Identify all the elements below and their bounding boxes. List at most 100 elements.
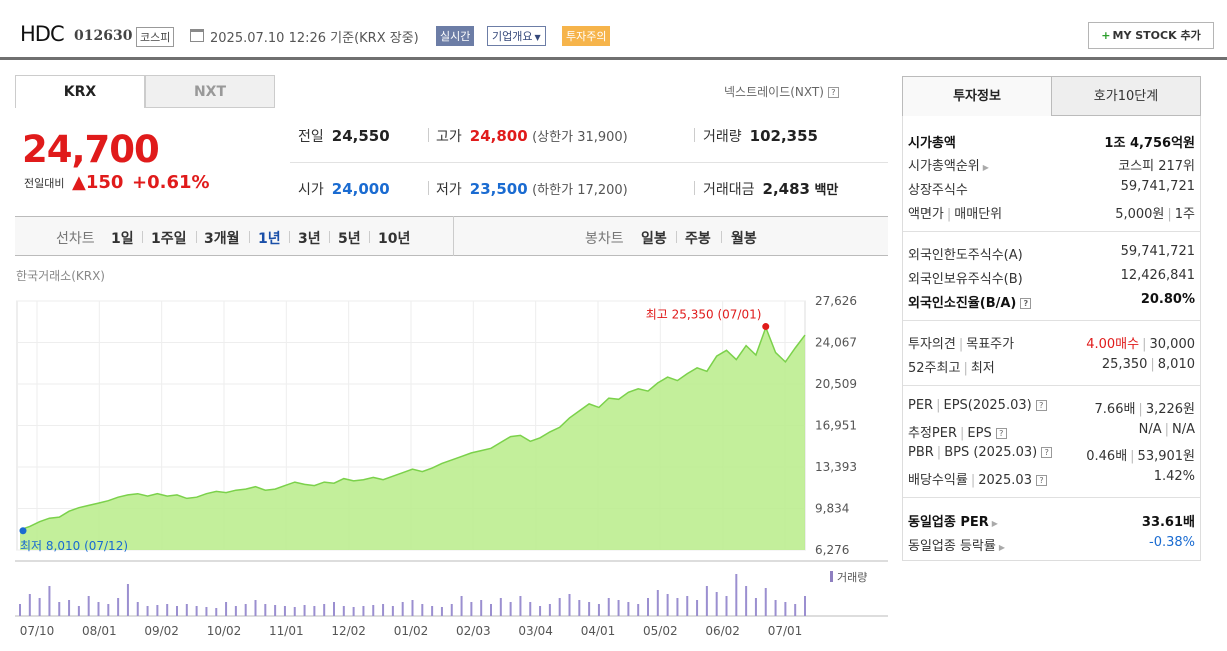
period-1y[interactable]: 1년 — [258, 231, 281, 247]
stat-low-label: 저가 — [436, 182, 462, 198]
stat-low-value: 23,500 — [469, 180, 528, 198]
volume-bar — [362, 606, 365, 616]
help-icon[interactable]: ? — [827, 87, 839, 98]
target-price-label: 목표주가 — [966, 337, 1015, 352]
foreign-ratio-label: 외국인소진율(B/A) — [908, 296, 1017, 311]
chevron-right-icon: ▶ — [991, 519, 998, 528]
row-est-per: 추정PER | EPS? N/A | N/A — [908, 422, 1195, 442]
help-icon[interactable]: ? — [1041, 447, 1053, 458]
volume-bar — [264, 604, 267, 616]
period-5y[interactable]: 5년 — [338, 231, 361, 247]
volume-bar — [215, 608, 218, 616]
period-3m[interactable]: 3개월 — [204, 231, 240, 247]
industry-per-link[interactable]: 동일업종 PER ▶ — [908, 511, 998, 530]
stat-open: 시가 24,000 — [298, 179, 390, 199]
current-price: 24,700 — [22, 128, 160, 171]
volume-bar — [38, 598, 41, 616]
volume-bar — [784, 602, 787, 616]
row-per: PER | EPS(2025.03)? 7.66배 | 3,226원 — [908, 398, 1195, 418]
bar-separator: | — [1150, 357, 1155, 372]
y-tick-label: 9,834 — [815, 502, 849, 516]
foreign-hold-label: 외국인보유주식수(B) — [908, 272, 1023, 287]
bar-separator: | — [946, 207, 952, 222]
dividend-date: 2025.03 — [978, 473, 1032, 488]
help-icon[interactable]: ? — [1035, 475, 1047, 486]
volume-bar — [460, 596, 463, 616]
volume-bar — [107, 604, 110, 616]
volume-bar — [499, 598, 502, 616]
pbr-label: PBR — [908, 445, 934, 460]
x-tick-label: 01/02 — [394, 624, 429, 638]
volume-bar — [637, 604, 640, 616]
market-cap-rank-link[interactable]: 시가총액순위 ▶ — [908, 155, 989, 174]
week52-low-label: 최저 — [970, 361, 995, 376]
chart-source: 한국거래소(KRX) — [16, 269, 105, 283]
period-sep — [142, 231, 143, 243]
row-foreign-ratio: 외국인소진율(B/A)? 20.80% — [908, 292, 1195, 312]
stat-prev: 전일 24,550 — [298, 126, 390, 146]
realtime-badge: 실시간 — [436, 26, 475, 46]
help-icon[interactable]: ? — [995, 428, 1007, 439]
per-value: 7.66배 — [1094, 402, 1136, 417]
period-10y[interactable]: 10년 — [378, 231, 411, 247]
nextrade-label: 넥스트레이드(NXT) — [724, 85, 824, 99]
volume-bar — [480, 600, 483, 616]
volume-bar — [470, 602, 473, 616]
candle-daily[interactable]: 일봉 — [641, 231, 667, 247]
volume-bar — [333, 602, 335, 616]
max-point-label: 최고 25,350 (07/01) — [646, 308, 762, 322]
row-pbr: PBR | BPS (2025.03)? 0.46배 | 53,901원 — [908, 445, 1195, 465]
tab-invest-info[interactable]: 투자정보 — [902, 76, 1052, 116]
target-price-value: 30,000 — [1149, 337, 1196, 352]
candle-chart-label: 봉차트 — [585, 231, 624, 247]
company-info-dropdown[interactable]: 기업개요 ▼ — [487, 26, 546, 46]
market-cap-rank-label: 시가총액순위 — [908, 159, 980, 174]
period-sep — [249, 231, 250, 243]
y-tick-label: 13,393 — [815, 460, 857, 474]
volume-bar — [126, 584, 129, 616]
volume-bar — [558, 598, 561, 616]
row-foreign-limit: 외국인한도주식수(A) 59,741,721 — [908, 244, 1195, 264]
est-per-value: N/A — [1138, 422, 1162, 437]
stat-sep — [694, 181, 695, 195]
stock-code: 012630 — [74, 28, 133, 44]
help-icon[interactable]: ? — [1035, 400, 1047, 411]
period-3y[interactable]: 3년 — [298, 231, 321, 247]
x-tick-label: 11/01 — [269, 624, 304, 638]
volume-bar — [656, 590, 659, 616]
row-market-cap: 시가총액 1조 4,756억원 — [908, 132, 1195, 152]
price-line — [19, 325, 806, 531]
stat-volume: 거래량 102,355 — [703, 126, 818, 146]
volume-bar — [617, 600, 620, 616]
volume-bar — [431, 606, 434, 616]
par-value-value: 5,000원 — [1115, 207, 1165, 222]
volume-bar — [58, 602, 61, 616]
tab-krx[interactable]: KRX — [15, 75, 145, 108]
add-mystock-button[interactable]: + MY STOCK 추가 — [1088, 22, 1214, 49]
y-tick-label: 24,067 — [815, 336, 857, 350]
period-bar-divider — [453, 216, 454, 256]
row-listed-shares: 상장주식수 59,741,721 — [908, 179, 1195, 199]
chevron-right-icon: ▶ — [998, 543, 1006, 552]
listed-shares-label: 상장주식수 — [908, 183, 968, 198]
row-52week: 52주최고 | 최저 25,350 | 8,010 — [908, 357, 1195, 377]
volume-bar — [411, 600, 414, 616]
x-tick-label: 10/02 — [207, 624, 242, 638]
candle-weekly[interactable]: 주봉 — [685, 231, 711, 247]
candle-monthly[interactable]: 월봉 — [731, 231, 757, 247]
help-icon[interactable]: ? — [1020, 298, 1032, 309]
period-1w[interactable]: 1주일 — [151, 231, 187, 247]
industry-rate-link[interactable]: 동일업종 등락률 ▶ — [908, 535, 1005, 554]
max-point-marker — [762, 323, 770, 331]
volume-bar — [568, 594, 571, 616]
tab-orderbook[interactable]: 호가10단계 — [1051, 76, 1201, 116]
x-tick-label: 06/02 — [705, 624, 740, 638]
stat-amount-value: 2,483 — [762, 180, 810, 198]
volume-bar — [647, 598, 649, 616]
y-tick-label: 6,276 — [815, 543, 849, 557]
market-cap-value: 1조 4,756억원 — [1104, 136, 1195, 151]
period-sep — [329, 231, 330, 243]
nextrade-link[interactable]: 넥스트레이드(NXT)? — [724, 83, 839, 100]
tab-nxt[interactable]: NXT — [145, 75, 275, 108]
period-1d[interactable]: 1일 — [111, 231, 134, 247]
